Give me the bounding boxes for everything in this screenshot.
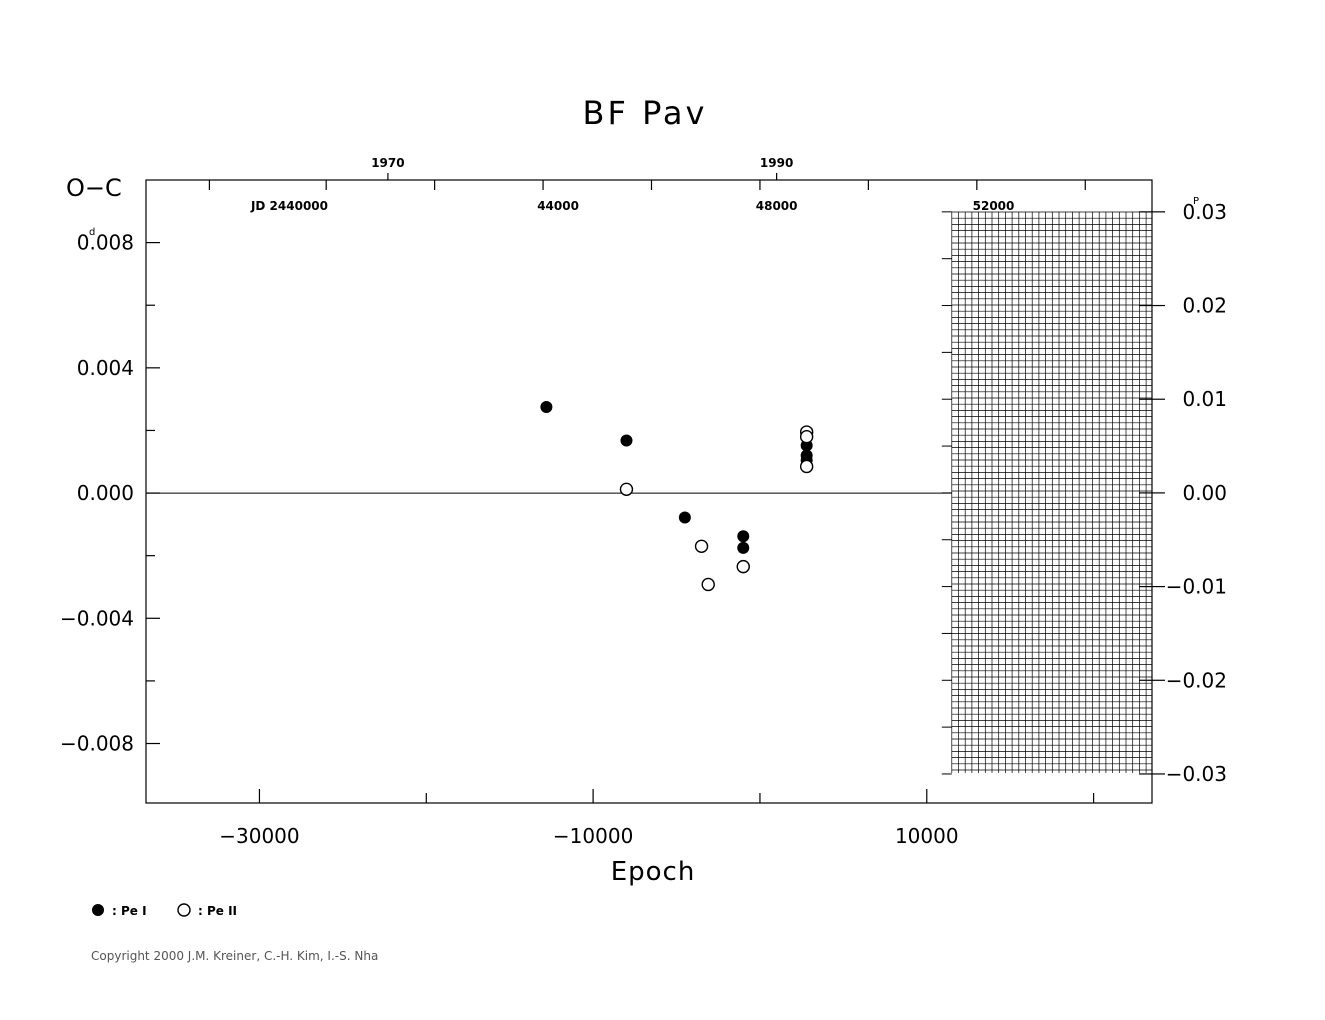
- year-label: 1990: [760, 156, 793, 170]
- plot-frame: [145, 179, 1153, 804]
- legend-label-pe-i: : Pe I: [112, 904, 147, 918]
- y-tick-label: 0.000: [77, 481, 134, 505]
- data-point-pe-i: [678, 511, 691, 524]
- copyright-text: Copyright 2000 J.M. Kreiner, C.-H. Kim, …: [91, 949, 379, 963]
- data-point-pe-ii: [799, 459, 814, 474]
- data-point-pe-i: [737, 530, 750, 543]
- data-point-pe-i: [540, 400, 553, 413]
- y-tick-label: −0.008: [60, 732, 134, 756]
- x-axis-label: Epoch: [611, 857, 696, 887]
- y2-tick-label: 0.01: [1182, 387, 1227, 411]
- x-tick-label: 10000: [895, 824, 959, 848]
- top-axis-labels: 1970 1990 JD 2440000 44000 48000 52000: [250, 156, 1014, 213]
- jd-label: 44000: [537, 199, 579, 213]
- data-point-pe-i: [737, 541, 750, 554]
- axis-tick-labels: −30000 −10000 10000 0.008 0.004 0.000 −0.004 −0…: [60, 200, 1227, 848]
- x-tick-label: −30000: [219, 824, 299, 848]
- y-axis-label: O−C: [66, 174, 122, 202]
- jd-label: JD 2440000: [250, 199, 328, 213]
- legend-marker-pe-i: [92, 904, 104, 916]
- data-point-pe-ii: [701, 577, 715, 592]
- y2-tick-label: −0.01: [1166, 575, 1227, 599]
- legend: : Pe I : Pe II: [92, 903, 237, 918]
- axis-ticks: [146, 173, 1165, 803]
- y2-tick-label: −0.02: [1166, 668, 1227, 692]
- legend-label-pe-ii: : Pe II: [198, 904, 237, 918]
- x-tick-label: −10000: [553, 824, 633, 848]
- y2-tick-label: 0.03: [1182, 200, 1227, 224]
- y2-tick-label: −0.03: [1166, 762, 1227, 786]
- legend-marker-pe-ii: [177, 903, 191, 917]
- y-axis-unit: d: [89, 227, 95, 238]
- data-point-pe-ii: [619, 482, 634, 497]
- data-point-pe-i: [620, 434, 633, 447]
- y-tick-label: −0.004: [60, 606, 134, 630]
- plot-border: [145, 179, 1153, 804]
- jd-label: 48000: [756, 199, 798, 213]
- y-tick-label: 0.004: [77, 356, 134, 380]
- y2-tick-label: 0.02: [1182, 294, 1227, 318]
- chart-title: BF Pav: [583, 94, 708, 132]
- y-tick-label: 0.008: [77, 231, 134, 255]
- y2-tick-label: 0.00: [1182, 481, 1227, 505]
- data-point-pe-ii: [799, 430, 814, 444]
- data-point-pe-ii: [736, 559, 750, 574]
- year-label: 1970: [371, 156, 404, 170]
- jd-label: 52000: [973, 199, 1015, 213]
- y2-axis-unit: P: [1193, 196, 1199, 207]
- data-points: [540, 400, 814, 592]
- data-point-pe-ii: [694, 539, 709, 553]
- hatched-region: [951, 211, 1152, 773]
